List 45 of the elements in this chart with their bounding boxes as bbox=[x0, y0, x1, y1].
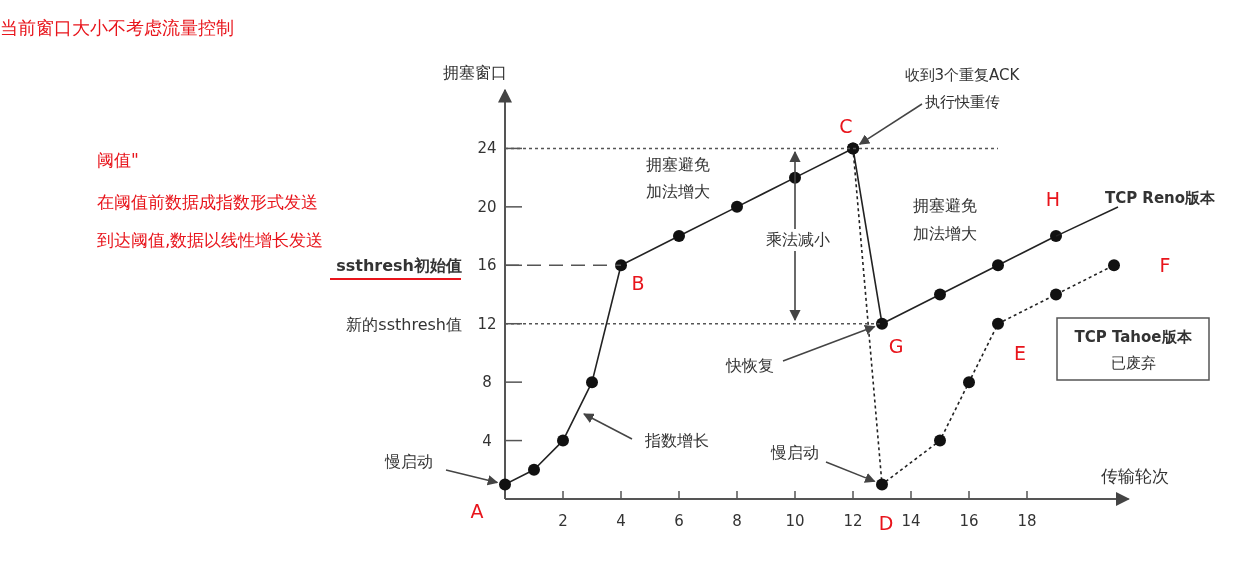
annotation: 指数增长 bbox=[644, 431, 709, 450]
y-tick-label: 16 bbox=[477, 256, 497, 275]
annotation: 加法增大 bbox=[913, 224, 977, 243]
annotation: A bbox=[470, 500, 484, 523]
annotation: 到达阈值,数据以线性增长发送 bbox=[97, 230, 324, 250]
annotation: 快恢复 bbox=[726, 324, 876, 375]
annotation: 拥塞避免 bbox=[913, 196, 977, 215]
annotation: B bbox=[631, 272, 645, 295]
annotation: 慢启动 bbox=[771, 443, 876, 483]
annotation: D bbox=[878, 512, 894, 535]
annotation: 慢启动 bbox=[770, 443, 819, 462]
x-tick-label: 16 bbox=[959, 512, 979, 530]
x-tick-label: 10 bbox=[785, 512, 805, 530]
y-tick-label: 4 bbox=[482, 431, 492, 450]
annotation: 加法增大 bbox=[646, 182, 710, 201]
x-tick-label: 12 bbox=[843, 512, 863, 530]
y-tick-label: 20 bbox=[477, 197, 497, 216]
x-tick-label: 4 bbox=[616, 512, 626, 530]
annotation: 慢启动 bbox=[384, 452, 433, 471]
annotation: C bbox=[839, 115, 853, 138]
annotation: G bbox=[888, 334, 904, 357]
annotation: 阈值" bbox=[97, 150, 139, 170]
annotation: F bbox=[1159, 254, 1171, 277]
y-axis-title: 拥塞窗口 bbox=[443, 63, 507, 82]
annotation: 慢启动 bbox=[385, 452, 499, 486]
annotation: 执行快重传 bbox=[924, 93, 1000, 111]
y-tick-label: 8 bbox=[482, 373, 492, 392]
x-tick-label: 8 bbox=[732, 512, 742, 530]
x-tick-label: 6 bbox=[674, 512, 684, 530]
annotation: 收到3个重复ACK bbox=[904, 66, 1020, 84]
annotation: 当前窗口大小不考虑流量控制 bbox=[0, 17, 234, 38]
annotation: 快恢复 bbox=[725, 356, 774, 375]
annotation: E bbox=[1014, 341, 1026, 364]
x-tick-label: 2 bbox=[558, 512, 568, 530]
y-tick-label: 12 bbox=[477, 314, 497, 333]
annotation: 指数增长 bbox=[583, 413, 709, 450]
annotation: 执行快重传 bbox=[858, 93, 1000, 145]
y-tick-label: 24 bbox=[477, 139, 497, 158]
x-tick-label: 18 bbox=[1017, 512, 1037, 530]
annotation: 乘法减小 bbox=[766, 230, 830, 249]
annotation: 已废弃 bbox=[1110, 354, 1156, 372]
annotation: 在阈值前数据成指数形式发送 bbox=[97, 192, 318, 212]
x-axis-title: 传输轮次 bbox=[1101, 466, 1169, 486]
x-tick-label: 14 bbox=[901, 512, 921, 530]
annotation: 拥塞避免 bbox=[646, 155, 710, 174]
